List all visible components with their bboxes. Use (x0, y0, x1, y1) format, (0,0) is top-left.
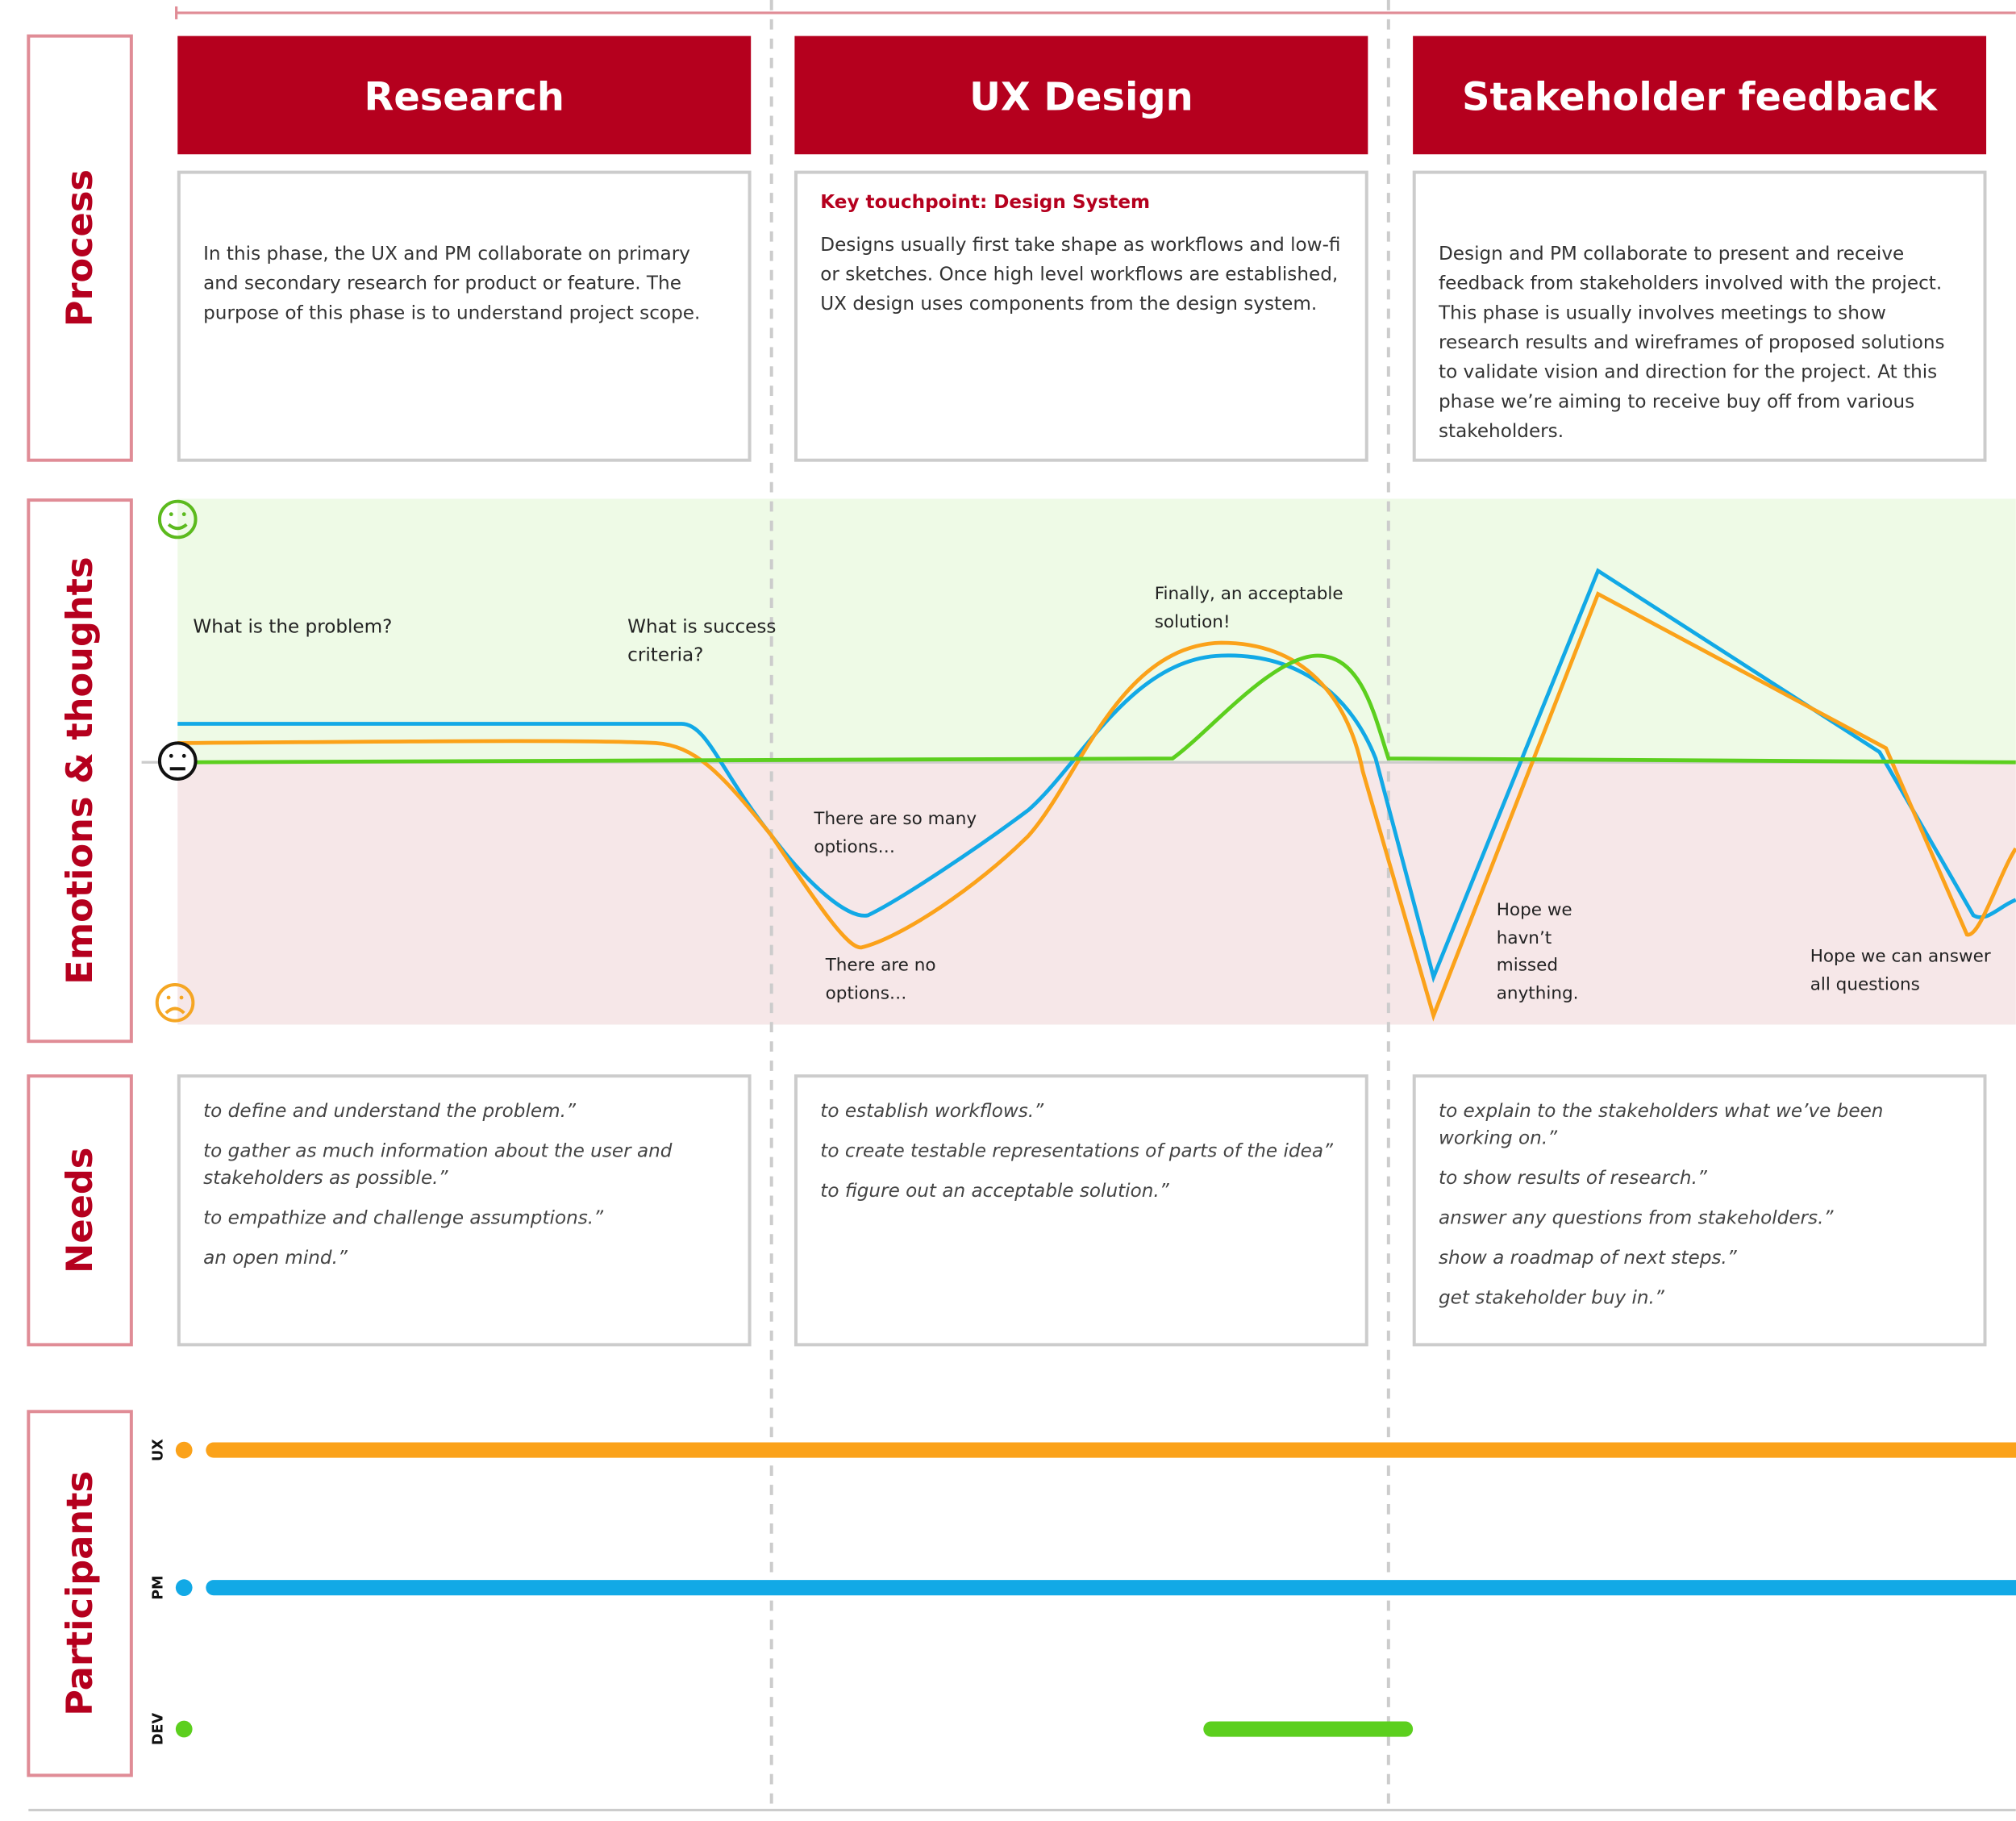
row-label-box (27, 34, 133, 462)
needs-box (177, 1074, 752, 1347)
annotation-text: What is the problem? (193, 617, 393, 638)
description: In this phase, the UX and PM collaborate… (203, 244, 701, 324)
spacer (1439, 193, 1966, 240)
need-item: to gather as much information about the … (203, 1141, 673, 1190)
description: Design and PM collaborate to present and… (1439, 244, 1945, 443)
need-item: to define and understand the problem.” (203, 1102, 576, 1123)
annotation: What is the problem? (193, 617, 393, 638)
phase-header (177, 35, 752, 155)
positive-zone (177, 498, 2016, 763)
needs-box (793, 1074, 1368, 1347)
row-label: Emotions & thoughts (59, 556, 101, 984)
row-label-box (27, 1074, 133, 1347)
description-box (1412, 170, 1987, 462)
phase-title: Research (364, 76, 564, 120)
needs-box (1412, 1074, 1987, 1347)
description-area: Key touchpoint: Design System Designs usu… (820, 193, 1341, 315)
annotation: Finally, an acceptable solution! (1154, 583, 1343, 632)
participant-dot (175, 1720, 193, 1738)
participant-label: UX (150, 1439, 166, 1461)
phase-header (1413, 35, 1987, 155)
need-item: to establish workflows.” (820, 1102, 1044, 1123)
participant-dot (175, 1441, 193, 1459)
annotation-text: Hope we can answer all questions (1810, 946, 1991, 995)
annotation: Hope we havn’t missed anything. (1496, 899, 1579, 1004)
row-label-box (27, 498, 133, 1044)
need-item: get stakeholder buy in.” (1439, 1288, 1664, 1309)
annotation: There are no options… (825, 955, 936, 1004)
needs-list: to explain to the stakeholders what we’v… (1439, 1102, 1884, 1309)
participant-dot (175, 1579, 193, 1597)
annotation: Hope we can answer all questions (1810, 946, 1991, 995)
description: Designs usually first take shape as work… (820, 235, 1341, 315)
participant-label: PM (150, 1576, 166, 1600)
need-item: show a roadmap of next steps.” (1439, 1248, 1737, 1269)
annotation: There are so many options… (814, 808, 977, 857)
needs-list: to define and understand the problem.” to… (203, 1102, 673, 1269)
participant-label: DEV (150, 1713, 166, 1746)
description-area: Design and PM collaborate to present and… (1439, 193, 1966, 443)
annotation-text: There are no options… (825, 955, 936, 1004)
description-box (177, 170, 752, 462)
phase-header (794, 35, 1368, 155)
need-item: to empathize and challenge assumptions.” (203, 1208, 604, 1229)
spacer (203, 193, 731, 240)
needs-list: to establish workflows.” to create testab… (820, 1102, 1333, 1202)
dev-emotion-curve (177, 653, 2016, 765)
ux-emotion-curve (177, 591, 2016, 1022)
need-item: to explain to the stakeholders what we’v… (1439, 1102, 1884, 1150)
description-box (793, 170, 1368, 462)
description-area: In this phase, the UX and PM collaborate… (203, 193, 731, 324)
need-item: to figure out an acceptable solution.” (820, 1181, 1169, 1202)
negative-zone (177, 762, 2016, 1025)
annotation-text: What is success criteria? (627, 617, 777, 665)
row-label: Participants (59, 1471, 101, 1716)
need-item: an open mind.” (203, 1248, 348, 1269)
emotion-icons (155, 499, 198, 1023)
need-item: answer any questions from stakeholders.” (1439, 1208, 1834, 1229)
row-label: Needs (59, 1148, 101, 1273)
row-label: Process (59, 169, 101, 327)
annotation: What is success criteria? (627, 617, 777, 665)
need-item: to create testable representations of pa… (820, 1141, 1333, 1163)
phase-title: UX Design (969, 76, 1193, 120)
touchpoint: Key touchpoint: Design System (820, 193, 1151, 214)
need-item: to show results of research.” (1439, 1169, 1707, 1190)
annotation-text: Finally, an acceptable solution! (1154, 583, 1343, 632)
annotation-text: There are so many options… (814, 808, 977, 857)
annotation-text: Hope we havn’t missed anything. (1496, 899, 1579, 1004)
row-label-box (27, 1410, 133, 1777)
phase-title: Stakeholder feedback (1462, 76, 1938, 120)
